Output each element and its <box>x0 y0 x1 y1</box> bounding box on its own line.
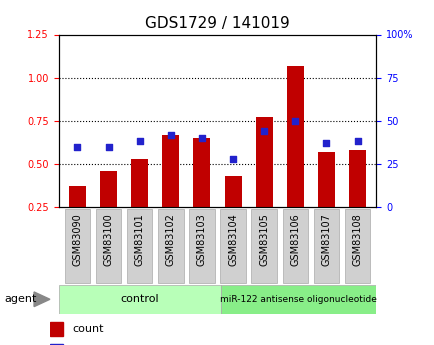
Bar <box>317 152 334 250</box>
Text: GDS1729 / 141019: GDS1729 / 141019 <box>145 16 289 30</box>
Text: GSM83104: GSM83104 <box>227 213 237 266</box>
Text: GSM83101: GSM83101 <box>135 213 145 266</box>
FancyBboxPatch shape <box>344 208 369 283</box>
Bar <box>50 344 63 345</box>
Text: GSM83103: GSM83103 <box>197 213 207 266</box>
Text: GSM83107: GSM83107 <box>321 213 331 266</box>
Bar <box>286 66 303 250</box>
Text: GSM83106: GSM83106 <box>289 213 299 266</box>
Bar <box>100 171 117 250</box>
Point <box>291 118 298 124</box>
Bar <box>50 322 63 336</box>
Text: GSM83102: GSM83102 <box>165 213 175 266</box>
Point <box>167 132 174 137</box>
Bar <box>69 186 86 250</box>
Bar <box>162 135 179 250</box>
Polygon shape <box>34 292 50 307</box>
Bar <box>193 138 210 250</box>
Point <box>353 139 360 144</box>
Bar <box>224 176 241 250</box>
FancyBboxPatch shape <box>59 285 220 314</box>
Point <box>136 139 143 144</box>
Text: GSM83090: GSM83090 <box>72 213 82 266</box>
Point <box>74 144 81 149</box>
Text: miR-122 antisense oligonucleotide: miR-122 antisense oligonucleotide <box>220 295 376 304</box>
FancyBboxPatch shape <box>127 208 152 283</box>
Text: GSM83100: GSM83100 <box>103 213 113 266</box>
Point <box>260 128 267 134</box>
FancyBboxPatch shape <box>95 208 121 283</box>
Point <box>198 135 205 141</box>
Text: count: count <box>73 324 104 334</box>
FancyBboxPatch shape <box>313 208 339 283</box>
Bar <box>255 117 272 250</box>
FancyBboxPatch shape <box>220 208 245 283</box>
Bar <box>131 159 148 250</box>
FancyBboxPatch shape <box>282 208 307 283</box>
FancyBboxPatch shape <box>251 208 276 283</box>
Text: GSM83105: GSM83105 <box>259 213 269 266</box>
Text: control: control <box>120 294 158 304</box>
Point <box>229 156 236 161</box>
FancyBboxPatch shape <box>65 208 90 283</box>
FancyBboxPatch shape <box>158 208 183 283</box>
FancyBboxPatch shape <box>189 208 214 283</box>
Point <box>105 144 112 149</box>
Text: agent: agent <box>5 294 37 304</box>
FancyBboxPatch shape <box>220 285 375 314</box>
Point <box>322 140 329 146</box>
Bar <box>348 150 365 250</box>
Text: GSM83108: GSM83108 <box>352 213 362 266</box>
